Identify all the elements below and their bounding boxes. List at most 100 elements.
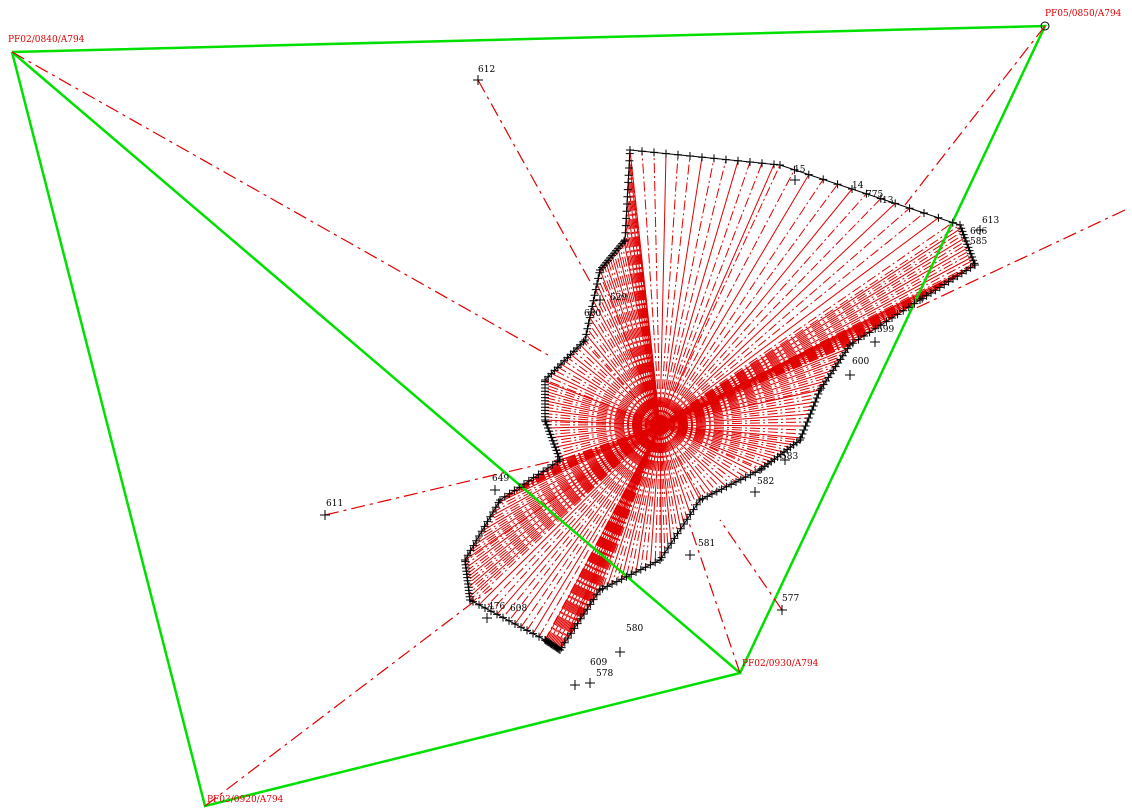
point-cross — [956, 221, 964, 229]
observation-ray — [478, 424, 661, 606]
point-cross — [960, 233, 969, 242]
observation-ray — [659, 424, 669, 549]
point-cross — [804, 170, 813, 179]
observation-ray — [659, 401, 816, 426]
observation-ray — [577, 424, 661, 624]
point-cross — [686, 510, 695, 519]
observation-ray — [659, 188, 853, 426]
observation-ray — [659, 424, 701, 501]
observation-ray — [544, 424, 661, 641]
observation-ray — [659, 179, 824, 426]
observation-ray — [544, 397, 661, 426]
station-label: PF03/0920/A794 — [207, 795, 284, 805]
point-cross — [646, 560, 655, 569]
observation-ray — [629, 153, 661, 426]
observation-ray — [520, 424, 661, 628]
point-label: 476 — [488, 602, 505, 612]
observation-ray — [659, 339, 859, 426]
observation-ray — [659, 253, 972, 426]
point-label: 583 — [781, 452, 798, 462]
point-cross — [891, 199, 900, 208]
observation-ray — [573, 350, 661, 426]
observation-ray — [659, 348, 848, 426]
observation-ray — [641, 151, 661, 426]
point-cross — [557, 360, 565, 368]
observation-ray — [659, 369, 834, 426]
point-cross — [650, 148, 658, 157]
point-cross — [870, 337, 880, 347]
observation-ray — [659, 174, 810, 426]
observation-ray — [526, 424, 661, 631]
point-cross — [680, 520, 688, 528]
observation-ray — [551, 373, 661, 426]
point-cross — [876, 194, 885, 203]
point-cross — [617, 575, 626, 584]
point-cross — [496, 496, 504, 504]
point-cross — [477, 527, 486, 536]
point-label: 606 — [970, 227, 987, 237]
observation-ray — [659, 424, 788, 451]
observation-ray — [502, 424, 661, 618]
observation-ray — [563, 360, 661, 426]
point-cross — [848, 185, 856, 193]
point-cross — [865, 328, 874, 337]
point-cross — [965, 246, 974, 255]
point-cross — [882, 317, 891, 326]
point-cross — [963, 240, 972, 249]
observation-ray — [659, 424, 761, 471]
sightline — [719, 519, 783, 611]
observation-ray — [659, 240, 967, 426]
point-cross — [854, 335, 863, 344]
point-cross — [560, 638, 569, 647]
point-cross — [576, 340, 585, 349]
point-cross — [481, 604, 489, 612]
sightline — [324, 449, 601, 516]
point-cross — [623, 200, 631, 208]
observation-ray — [552, 424, 661, 442]
point-cross — [553, 449, 562, 458]
point-label: 630 — [584, 309, 601, 319]
observation-ray — [659, 224, 961, 426]
observation-ray — [659, 163, 763, 426]
point-cross — [905, 204, 914, 213]
point-cross — [750, 487, 760, 497]
point-label: 581 — [698, 539, 715, 549]
observation-ray — [659, 424, 785, 453]
observation-ray — [659, 424, 695, 510]
observation-ray — [659, 424, 698, 506]
point-cross — [550, 440, 558, 448]
observation-ray — [544, 416, 661, 426]
observation-ray — [659, 164, 781, 426]
point-cross — [736, 475, 745, 484]
point-cross — [624, 178, 633, 187]
sightline — [11, 51, 549, 356]
point-cross — [588, 302, 597, 311]
point-cross — [493, 610, 501, 619]
observation-ray — [596, 283, 661, 426]
point-cross — [676, 524, 685, 533]
point-cross — [461, 556, 469, 564]
observation-ray — [659, 417, 809, 426]
observation-ray — [659, 153, 667, 426]
observation-ray — [555, 424, 661, 448]
observation-ray — [659, 222, 954, 426]
observation-ray — [621, 243, 661, 426]
point-cross — [776, 161, 784, 169]
observation-ray — [659, 389, 821, 426]
observation-ray — [478, 424, 661, 537]
control-line — [11, 51, 741, 674]
observation-ray — [659, 424, 756, 473]
point-cross — [638, 147, 646, 156]
point-cross — [483, 517, 492, 526]
point-cross — [505, 616, 513, 625]
point-cross — [541, 376, 549, 384]
point-cross — [585, 678, 595, 688]
station-label: PF02/0930/A794 — [742, 659, 819, 669]
point-cross — [586, 600, 595, 609]
point-cross — [944, 277, 953, 286]
point-cross — [722, 155, 730, 164]
point-crosses — [320, 75, 985, 690]
point-cross — [566, 350, 575, 359]
point-cross — [581, 336, 589, 344]
observation-ray — [588, 322, 661, 426]
